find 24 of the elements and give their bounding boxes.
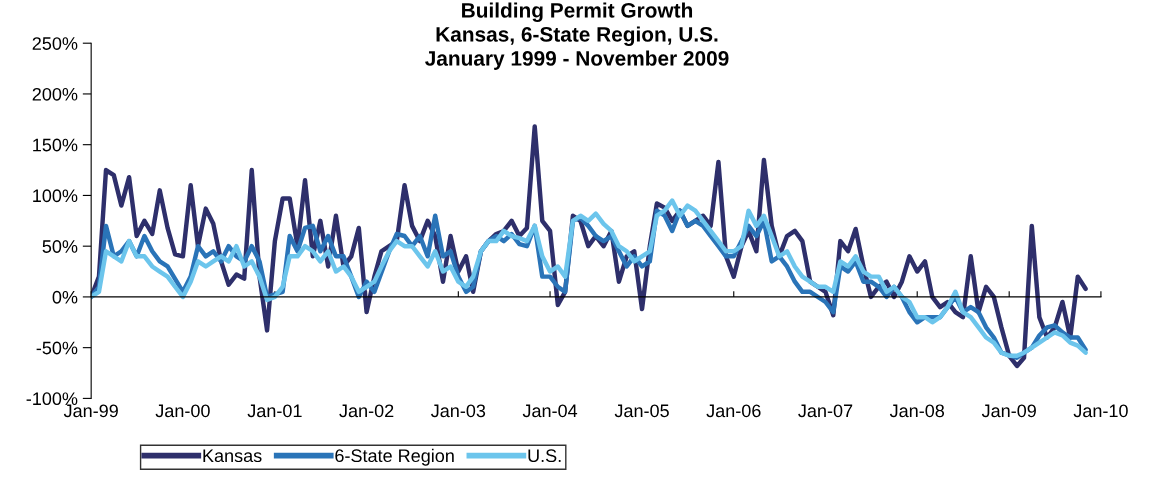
y-tick-label: -100% [26,392,78,406]
x-tick-label: Jan-07 [798,404,853,418]
legend-label: Kansas [203,449,262,463]
legend-label: U.S. [528,449,561,463]
y-tick-label: 50% [42,240,78,253]
y-tick-label: -50% [36,341,78,355]
x-tick-label: Jan-09 [981,404,1036,418]
y-tick-label: 250% [32,37,78,50]
y-tick-label: 100% [33,189,78,203]
x-tick-label: Jan-06 [706,404,761,418]
x-tick-label: Jan-00 [155,404,210,418]
x-tick-label: Jan-01 [247,404,302,418]
x-tick-label: Jan-08 [889,404,945,418]
legend-label: 6-State Region [335,448,454,466]
x-tick-label: Jan-99 [63,404,118,418]
y-tick-label: 200% [32,87,78,101]
y-tick-label: 0% [52,290,78,304]
x-tick-label: Jan-10 [1073,404,1128,418]
x-tick-label: Jan-05 [614,404,669,418]
x-tick-label: Jan-03 [431,404,486,418]
x-tick-label: Jan-02 [339,404,394,418]
chart-title: Building Permit Growth Kansas, 6-State Region, U.S. January 1999 - November 2009 [425,2,729,70]
y-tick-label: 150% [33,138,78,152]
x-tick-label: Jan-04 [522,404,578,418]
